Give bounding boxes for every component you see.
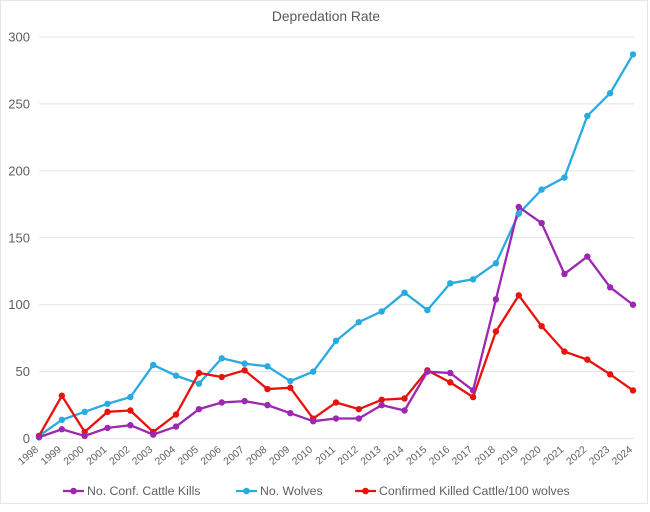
svg-text:2016: 2016 [428,444,453,467]
svg-text:2018: 2018 [473,444,498,467]
svg-text:2012: 2012 [336,444,361,467]
svg-text:No. Conf. Cattle Kills: No. Conf. Cattle Kills [87,484,200,498]
svg-text:2011: 2011 [314,444,338,467]
svg-text:2008: 2008 [245,444,270,467]
svg-text:1998: 1998 [16,444,41,467]
svg-text:2003: 2003 [131,444,156,467]
svg-text:300: 300 [8,30,30,45]
svg-text:2002: 2002 [108,444,133,467]
svg-text:2007: 2007 [222,444,247,467]
svg-text:Confirmed Killed Cattle/100 wo: Confirmed Killed Cattle/100 wolves [379,484,570,498]
svg-text:150: 150 [8,230,30,245]
svg-text:2000: 2000 [62,444,87,467]
svg-text:50: 50 [16,364,30,379]
svg-text:2001: 2001 [85,444,110,467]
svg-text:2006: 2006 [199,444,224,467]
svg-text:2004: 2004 [153,444,178,467]
svg-text:2005: 2005 [176,444,201,467]
svg-text:250: 250 [8,96,30,111]
svg-text:2023: 2023 [587,444,612,467]
svg-text:2009: 2009 [268,444,293,467]
svg-text:Depredation Rate: Depredation Rate [272,9,380,24]
svg-text:0: 0 [23,431,30,446]
svg-text:No. Wolves: No. Wolves [260,484,323,498]
svg-text:2013: 2013 [359,444,384,467]
svg-text:1999: 1999 [39,444,64,467]
svg-text:200: 200 [8,163,30,178]
svg-text:2015: 2015 [405,444,430,467]
svg-text:2017: 2017 [450,444,475,467]
svg-text:2022: 2022 [565,444,590,467]
svg-text:100: 100 [8,297,30,312]
svg-text:2020: 2020 [519,444,544,467]
svg-text:2024: 2024 [610,444,635,467]
svg-text:2010: 2010 [290,444,315,467]
svg-text:2014: 2014 [382,444,407,467]
svg-text:2019: 2019 [496,444,521,467]
svg-text:2021: 2021 [542,444,567,467]
